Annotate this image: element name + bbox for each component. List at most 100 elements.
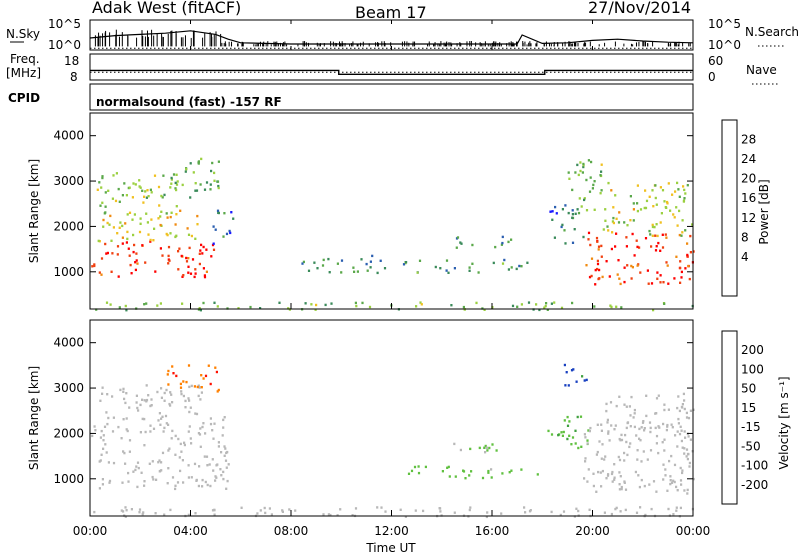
heatmap-cell (281, 509, 284, 512)
heatmap-cell (376, 506, 379, 509)
heatmap-cell (101, 175, 104, 178)
heatmap-cell (684, 267, 687, 270)
heatmap-cell (187, 513, 190, 517)
heatmap-cell (477, 271, 480, 274)
heatmap-cell (197, 394, 200, 398)
heatmap-cell (144, 190, 147, 193)
heatmap-cell (550, 302, 553, 305)
heatmap-cell (576, 163, 579, 167)
heatmap-cell (670, 454, 673, 458)
heatmap-cell (135, 394, 138, 397)
heatmap-cell (108, 481, 111, 484)
heatmap-cell (585, 264, 588, 267)
heatmap-cell (149, 188, 152, 191)
heatmap-cell (616, 273, 619, 276)
heatmap-cell (610, 189, 613, 192)
heatmap-cell (686, 242, 689, 245)
heatmap-cell (487, 469, 490, 473)
heatmap-cell (614, 245, 617, 248)
heatmap-cell (217, 388, 220, 392)
nsearch-tick-top: 10^5 (708, 17, 741, 31)
heatmap-cell (149, 238, 152, 242)
heatmap-cell (352, 266, 355, 269)
heatmap-cell (643, 427, 646, 430)
heatmap-cell (146, 189, 149, 192)
heatmap-cell (643, 484, 646, 488)
heatmap-cell (666, 425, 669, 428)
heatmap-cell (167, 245, 171, 249)
heatmap-cell (644, 189, 647, 192)
heatmap-cell (591, 187, 594, 190)
heatmap-cell (613, 428, 616, 431)
heatmap-cell (638, 437, 641, 440)
heatmap-cell (216, 180, 220, 183)
heatmap-cell (207, 364, 210, 367)
heatmap-cell (617, 455, 620, 459)
heatmap-cell (501, 241, 504, 245)
heatmap-cell (655, 245, 658, 248)
heatmap-cell (619, 439, 622, 442)
heatmap-cell (646, 269, 649, 272)
heatmap-cell (192, 171, 195, 174)
heatmap-cell (679, 479, 683, 482)
heatmap-cell (610, 512, 613, 516)
heatmap-cell (302, 260, 305, 264)
heatmap-cell (661, 189, 665, 192)
heatmap-cell (106, 221, 109, 225)
heatmap-cell (176, 481, 180, 484)
heatmap-cell (174, 181, 177, 185)
heatmap-cell (212, 469, 215, 472)
heatmap-cell (150, 398, 153, 401)
heatmap-cell (361, 301, 364, 305)
heatmap-cell (205, 181, 209, 184)
power-colorbar-frame (721, 119, 738, 297)
heatmap-cell (176, 180, 179, 183)
heatmap-cell (618, 395, 621, 398)
heatmap-cell (464, 477, 467, 480)
heatmap-cell (179, 469, 182, 473)
heatmap-cell (117, 275, 120, 278)
heatmap-cell (600, 423, 603, 426)
heatmap-cell (551, 210, 554, 213)
heatmap-cell (175, 188, 178, 192)
heatmap-cell (132, 250, 135, 254)
heatmap-cell (583, 477, 586, 480)
heatmap-cell (612, 216, 615, 220)
heatmap-cell (179, 442, 182, 446)
heatmap-cell (662, 463, 665, 466)
heatmap-cell (571, 188, 574, 192)
heatmap-cell (619, 510, 622, 513)
heatmap-cell (131, 218, 134, 221)
heatmap-cell (620, 306, 623, 309)
heatmap-cell (179, 209, 182, 212)
heatmap-cell (100, 273, 103, 276)
heatmap-cell (127, 247, 130, 250)
heatmap-cell (249, 305, 252, 309)
heatmap-cell (136, 461, 140, 464)
heatmap-cell (209, 417, 212, 420)
heatmap-cell (536, 473, 539, 476)
heatmap-cell (523, 506, 526, 509)
heatmap-cell (636, 202, 639, 205)
heatmap-cell (662, 422, 665, 426)
heatmap-cell (640, 460, 643, 463)
heatmap-cell (618, 483, 621, 486)
heatmap-cell (588, 275, 592, 279)
heatmap-cell (383, 267, 387, 270)
heatmap-cell (597, 248, 600, 251)
heatmap-cell (376, 271, 379, 275)
heatmap-cell (190, 442, 193, 445)
heatmap-cell (203, 275, 207, 279)
heatmap-cell (613, 476, 616, 479)
x-tick-label: 00:00 (73, 524, 108, 538)
heatmap-cell (185, 256, 188, 260)
heatmap-cell (170, 393, 173, 396)
heatmap-cell (507, 240, 510, 244)
heatmap-cell (414, 509, 417, 512)
heatmap-cell (105, 301, 109, 304)
heatmap-cell (605, 477, 608, 480)
power-colorbar-tick: 24 (741, 152, 756, 166)
heatmap-cell (379, 259, 382, 262)
y-tick-label: 2000 (53, 426, 84, 440)
heatmap-cell (139, 431, 142, 434)
